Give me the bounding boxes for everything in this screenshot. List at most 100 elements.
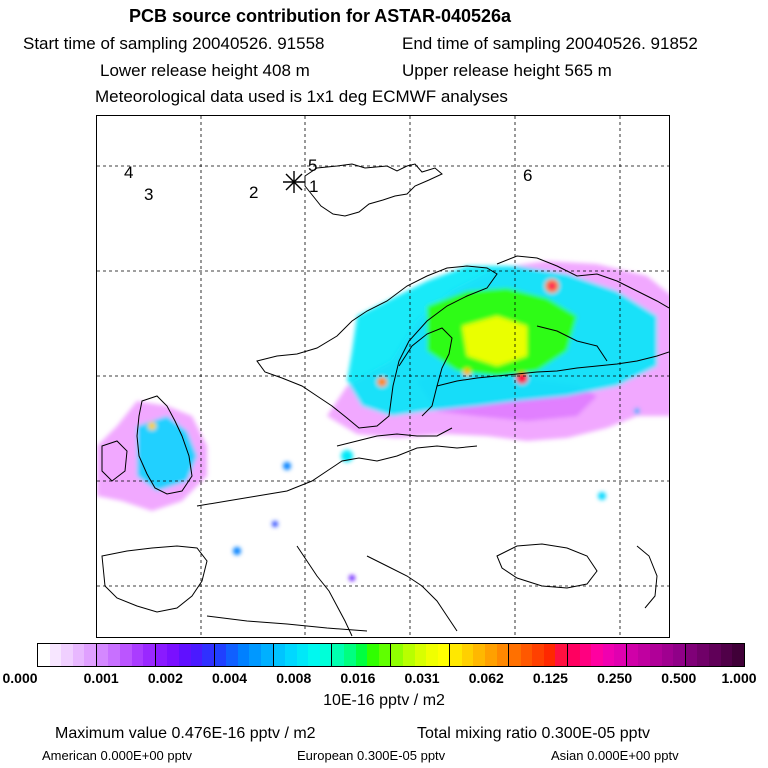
star-stroke-d2 bbox=[285, 173, 303, 191]
colorbar-segment bbox=[473, 644, 485, 666]
plume-footprint bbox=[97, 261, 669, 581]
hotspot-uk bbox=[148, 422, 156, 430]
spot-5 bbox=[598, 492, 606, 500]
colorbar-segment bbox=[143, 644, 156, 666]
end-time-label: End time of sampling 20040526. 91852 bbox=[402, 34, 698, 53]
colorbar-segment bbox=[285, 644, 297, 666]
colorbar-segment bbox=[626, 644, 639, 666]
traj-label-4: 4 bbox=[124, 163, 133, 182]
coast-caspian bbox=[636, 545, 658, 609]
spot-1 bbox=[341, 450, 353, 462]
coast-finland-russia bbox=[436, 351, 669, 387]
release-point-star bbox=[283, 171, 305, 193]
met-data-label: Meteorological data used is 1x1 deg ECMW… bbox=[95, 87, 508, 106]
colorbar-segment bbox=[378, 644, 392, 666]
colorbar-segment bbox=[273, 644, 286, 666]
colorbar-segment bbox=[226, 644, 238, 666]
hotspot-finland-west bbox=[377, 377, 387, 387]
spot-4 bbox=[272, 521, 278, 527]
colorbar-segment bbox=[402, 644, 415, 666]
spot-7 bbox=[349, 575, 355, 581]
colorbar-segment bbox=[579, 644, 592, 666]
colorbar-segment bbox=[602, 644, 615, 666]
colorbar-segment bbox=[96, 644, 109, 666]
max-value: Maximum value 0.476E-16 pptv / m2 bbox=[55, 725, 316, 742]
coast-gulf-bothnia bbox=[398, 327, 453, 417]
chart-title: PCB source contribution for ASTAR-040526… bbox=[128, 6, 512, 26]
colorbar-tick-label: 0.250 bbox=[597, 670, 633, 686]
european-contribution: European 0.300E-05 pptv bbox=[297, 748, 446, 763]
colorbar-tick-label: 0.062 bbox=[468, 670, 504, 686]
colorbar-segment bbox=[108, 644, 121, 666]
hotspot-finland-mid bbox=[463, 368, 471, 376]
colorbar-segment bbox=[509, 644, 521, 666]
colorbar-segment bbox=[214, 644, 227, 666]
colorbar-segment bbox=[414, 644, 427, 666]
coast-mediterranean bbox=[206, 615, 368, 632]
colorbar-segment bbox=[532, 644, 544, 666]
american-contribution: American 0.000E+00 pptv bbox=[42, 748, 192, 763]
coastlines bbox=[101, 163, 669, 637]
map-panel: 1 2 3 4 5 6 bbox=[96, 115, 670, 638]
lat-lon-grid bbox=[97, 116, 669, 637]
total-mixing-ratio: Total mixing ratio 0.300E-05 pptv bbox=[417, 725, 651, 742]
upper-release-height: Upper release height 565 m bbox=[402, 61, 612, 80]
start-time-label: Start time of sampling 20040526. 91558 bbox=[23, 34, 325, 53]
colorbar-segment bbox=[685, 644, 698, 666]
colorbar-segment bbox=[249, 644, 261, 666]
coast-black-sea bbox=[496, 543, 598, 589]
colorbar-segment bbox=[61, 644, 73, 666]
plume-yellow-center bbox=[462, 316, 527, 366]
colorbar-segment bbox=[296, 644, 309, 666]
colorbar-segment bbox=[131, 644, 144, 666]
colorbar-segment bbox=[568, 644, 580, 666]
plume-mid-uk bbox=[137, 416, 197, 491]
colorbar-segment bbox=[614, 644, 627, 666]
colorbar-segment bbox=[167, 644, 179, 666]
colorbar-segment bbox=[650, 644, 662, 666]
colorbar-tick-label: 1.000 bbox=[721, 670, 757, 686]
hotspot-north-2 bbox=[548, 282, 556, 290]
colorbar-segment bbox=[555, 644, 569, 666]
colorbar-segment bbox=[332, 644, 345, 666]
colorbar-segment bbox=[450, 644, 462, 666]
coast-baltic bbox=[336, 427, 453, 447]
colorbar-segment bbox=[591, 644, 603, 666]
colorbar-segment bbox=[344, 644, 356, 666]
colorbar-segment bbox=[202, 644, 215, 666]
colorbar-segment bbox=[319, 644, 333, 666]
colorbar-segment bbox=[461, 644, 474, 666]
colorbar-segment bbox=[38, 644, 50, 666]
colorbar-segment bbox=[237, 644, 250, 666]
coast-uk bbox=[136, 395, 193, 495]
colorbar-segment bbox=[520, 644, 533, 666]
colorbar-segment bbox=[437, 644, 451, 666]
spot-2 bbox=[283, 462, 291, 470]
colorbar-tick-label: 0.008 bbox=[276, 670, 312, 686]
spot-3 bbox=[233, 547, 241, 555]
colorbar-segment bbox=[426, 644, 438, 666]
colorbar-segment bbox=[367, 644, 379, 666]
colorbar-segment bbox=[260, 644, 274, 666]
colorbar-segment bbox=[496, 644, 510, 666]
colorbar-tick-label: 0.002 bbox=[147, 670, 183, 686]
lower-release-height: Lower release height 408 m bbox=[100, 61, 310, 80]
colorbar-units: 10E-16 pptv / m2 bbox=[323, 692, 445, 709]
coast-ireland bbox=[101, 440, 128, 482]
coast-iberia bbox=[101, 545, 208, 613]
colorbar-segment bbox=[155, 644, 168, 666]
colorbar-segment bbox=[673, 644, 686, 666]
colorbar-segment bbox=[661, 644, 674, 666]
colorbar-segment bbox=[732, 644, 744, 666]
colorbar-segment bbox=[84, 644, 97, 666]
traj-label-3: 3 bbox=[144, 185, 153, 204]
colorbar-segment bbox=[308, 644, 320, 666]
colorbar-segment bbox=[708, 644, 721, 666]
colorbar-segment bbox=[120, 644, 132, 666]
spot-6 bbox=[634, 408, 640, 414]
colorbar-segment bbox=[49, 644, 62, 666]
traj-label-6: 6 bbox=[523, 166, 532, 185]
colorbar-segment bbox=[720, 644, 733, 666]
colorbar-segment bbox=[543, 644, 556, 666]
colorbar-tick-label: 0.500 bbox=[661, 670, 697, 686]
